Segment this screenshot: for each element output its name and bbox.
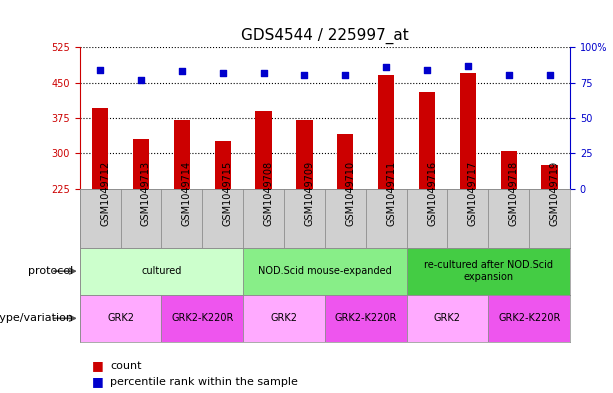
Point <box>340 72 350 79</box>
Bar <box>325 189 366 248</box>
Bar <box>366 189 406 248</box>
Bar <box>296 120 313 189</box>
Point <box>463 62 473 69</box>
Bar <box>325 295 406 342</box>
Point <box>177 68 187 74</box>
Text: GSM1049711: GSM1049711 <box>386 161 396 226</box>
Bar <box>161 189 202 248</box>
Point <box>545 72 555 79</box>
Text: GSM1049719: GSM1049719 <box>550 161 560 226</box>
Bar <box>133 139 149 189</box>
Point <box>300 72 310 79</box>
Text: GRK2: GRK2 <box>270 313 297 323</box>
Text: GSM1049709: GSM1049709 <box>305 161 314 226</box>
Text: GRK2-K220R: GRK2-K220R <box>171 313 234 323</box>
Point <box>381 64 391 70</box>
Bar <box>173 120 190 189</box>
Bar <box>80 189 121 248</box>
Title: GDS4544 / 225997_at: GDS4544 / 225997_at <box>241 28 409 44</box>
Point <box>136 77 146 83</box>
Bar <box>243 295 325 342</box>
Point <box>95 67 105 73</box>
Text: NOD.Scid mouse-expanded: NOD.Scid mouse-expanded <box>258 266 392 276</box>
Point <box>422 67 432 73</box>
Bar <box>80 248 243 295</box>
Text: cultured: cultured <box>141 266 181 276</box>
Text: re-cultured after NOD.Scid
expansion: re-cultured after NOD.Scid expansion <box>424 261 553 282</box>
Text: genotype/variation: genotype/variation <box>0 313 74 323</box>
Text: GSM1049717: GSM1049717 <box>468 161 478 226</box>
Bar <box>541 165 558 189</box>
Text: ■: ■ <box>92 360 104 373</box>
Bar <box>256 111 272 189</box>
Bar <box>80 295 161 342</box>
Bar <box>406 295 489 342</box>
Text: GSM1049712: GSM1049712 <box>100 161 110 226</box>
Bar <box>460 73 476 189</box>
Text: GRK2: GRK2 <box>434 313 461 323</box>
Text: GSM1049716: GSM1049716 <box>427 161 437 226</box>
Bar <box>419 92 435 189</box>
Bar <box>243 248 406 295</box>
Bar <box>284 189 325 248</box>
Text: GSM1049710: GSM1049710 <box>345 161 356 226</box>
Bar <box>161 295 243 342</box>
Text: protocol: protocol <box>28 266 74 276</box>
Bar <box>489 189 529 248</box>
Text: GSM1049714: GSM1049714 <box>182 161 192 226</box>
Point <box>218 70 227 76</box>
Point <box>504 72 514 79</box>
Bar <box>215 141 231 189</box>
Bar <box>529 189 570 248</box>
Bar <box>406 248 570 295</box>
Text: count: count <box>110 362 142 371</box>
Text: GRK2-K220R: GRK2-K220R <box>335 313 397 323</box>
Bar <box>501 151 517 189</box>
Text: GSM1049713: GSM1049713 <box>141 161 151 226</box>
Bar <box>406 189 447 248</box>
Text: GSM1049708: GSM1049708 <box>264 161 273 226</box>
Bar <box>92 108 109 189</box>
Bar <box>243 189 284 248</box>
Text: GSM1049715: GSM1049715 <box>223 161 233 226</box>
Bar <box>337 134 354 189</box>
Text: GRK2-K220R: GRK2-K220R <box>498 313 560 323</box>
Text: percentile rank within the sample: percentile rank within the sample <box>110 377 298 387</box>
Bar <box>378 75 394 189</box>
Text: GSM1049718: GSM1049718 <box>509 161 519 226</box>
Bar <box>121 189 161 248</box>
Text: GRK2: GRK2 <box>107 313 134 323</box>
Point <box>259 70 268 76</box>
Bar <box>489 295 570 342</box>
Bar <box>447 189 489 248</box>
Bar <box>202 189 243 248</box>
Text: ■: ■ <box>92 375 104 388</box>
